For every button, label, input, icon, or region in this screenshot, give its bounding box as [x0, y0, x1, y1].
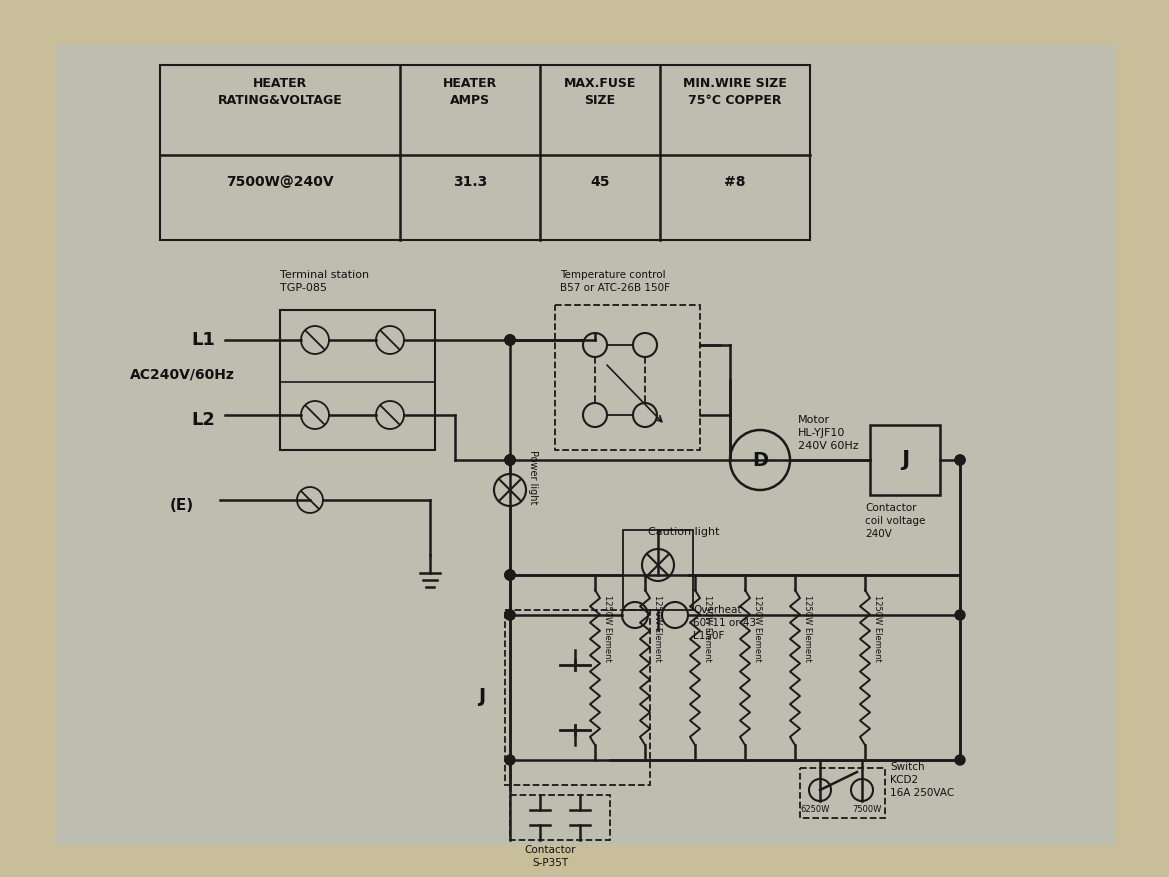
Circle shape: [505, 610, 516, 620]
Text: J: J: [478, 688, 485, 707]
Text: Switch
KCD2
16A 250VAC: Switch KCD2 16A 250VAC: [890, 762, 954, 798]
Text: 1250W Element: 1250W Element: [603, 595, 613, 662]
Bar: [555, 305, 700, 450]
Text: 1250W Element: 1250W Element: [873, 595, 881, 662]
Circle shape: [505, 570, 516, 580]
Circle shape: [505, 455, 516, 465]
Circle shape: [505, 455, 516, 465]
Text: AC240V/60Hz: AC240V/60Hz: [130, 368, 235, 382]
Text: 1250W Element: 1250W Element: [653, 595, 662, 662]
Text: #8: #8: [725, 175, 746, 189]
Circle shape: [505, 755, 516, 765]
Circle shape: [505, 455, 516, 465]
Text: L2: L2: [191, 411, 215, 429]
Text: HEATER
AMPS: HEATER AMPS: [443, 77, 497, 106]
Circle shape: [955, 455, 964, 465]
Bar: [160, 65, 810, 240]
Text: Caution light: Caution light: [648, 527, 719, 537]
Bar: [281, 310, 435, 450]
Text: Overheat
60T11 or 43
L150F: Overheat 60T11 or 43 L150F: [693, 605, 756, 640]
Text: 7500W: 7500W: [852, 805, 881, 814]
Text: Terminal station
TGP-085: Terminal station TGP-085: [281, 270, 369, 293]
Text: Contactor
coil voltage
240V: Contactor coil voltage 240V: [865, 503, 926, 538]
Circle shape: [505, 455, 516, 465]
Text: J: J: [901, 450, 909, 470]
Circle shape: [505, 570, 516, 580]
Text: 1250W Element: 1250W Element: [703, 595, 712, 662]
Text: 1250W Element: 1250W Element: [753, 595, 762, 662]
Text: 31.3: 31.3: [452, 175, 487, 189]
Circle shape: [505, 335, 516, 345]
Text: (E): (E): [170, 497, 194, 512]
Circle shape: [955, 755, 964, 765]
Text: L1: L1: [191, 331, 215, 349]
Text: Motor
HL-YJF10
240V 60Hz: Motor HL-YJF10 240V 60Hz: [798, 415, 858, 451]
Bar: [870, 425, 940, 495]
Text: 7500W@240V: 7500W@240V: [226, 175, 334, 189]
Bar: [800, 768, 885, 818]
Text: MAX.FUSE
SIZE: MAX.FUSE SIZE: [563, 77, 636, 106]
Circle shape: [505, 335, 516, 345]
Bar: [505, 610, 650, 785]
Bar: [510, 795, 610, 840]
Circle shape: [505, 570, 516, 580]
Text: Contactor
S-P35T: Contactor S-P35T: [524, 845, 576, 868]
Circle shape: [505, 570, 516, 580]
Text: HEATER
RATING&VOLTAGE: HEATER RATING&VOLTAGE: [217, 77, 343, 106]
Text: 6250W: 6250W: [801, 805, 830, 814]
Text: Power light: Power light: [528, 450, 538, 504]
Text: MIN.WIRE SIZE
75°C COPPER: MIN.WIRE SIZE 75°C COPPER: [683, 77, 787, 106]
Circle shape: [955, 455, 964, 465]
Circle shape: [505, 335, 516, 345]
Circle shape: [505, 335, 516, 345]
Text: 45: 45: [590, 175, 610, 189]
Text: D: D: [752, 451, 768, 469]
Circle shape: [505, 610, 516, 620]
Circle shape: [955, 610, 964, 620]
Text: 1250W Element: 1250W Element: [803, 595, 812, 662]
Bar: [623, 530, 693, 610]
Text: Temperature control
B57 or ATC-26B 150F: Temperature control B57 or ATC-26B 150F: [560, 270, 670, 293]
